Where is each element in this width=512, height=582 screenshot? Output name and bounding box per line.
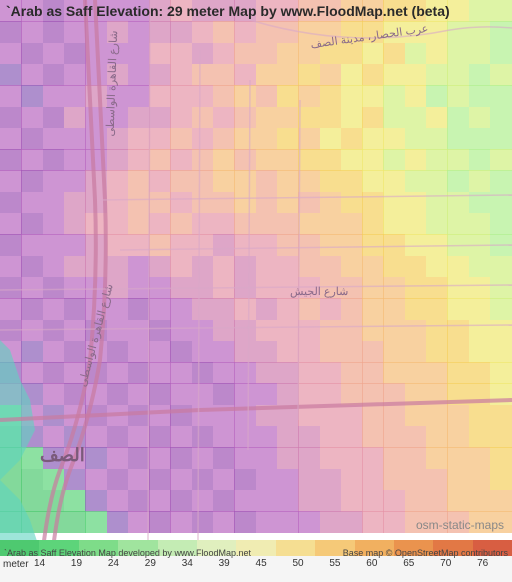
elevation-map: `Arab as Saff Elevation: 29 meter Map by… (0, 0, 512, 540)
credit-left: `Arab as Saff Elevation Map developed by… (4, 548, 251, 558)
place-name-label: الصف (40, 445, 85, 466)
road-label-3: شارع الجيش (290, 285, 348, 298)
map-watermark: osm-static-maps (416, 518, 504, 532)
elevation-legend: `Arab as Saff Elevation Map developed by… (0, 540, 512, 582)
map-title: `Arab as Saff Elevation: 29 meter Map by… (0, 0, 512, 22)
map-credits: `Arab as Saff Elevation Map developed by… (0, 548, 512, 558)
legend-unit: meter (3, 559, 29, 570)
credit-right: Base map © OpenStreetMap contributors (343, 548, 508, 558)
